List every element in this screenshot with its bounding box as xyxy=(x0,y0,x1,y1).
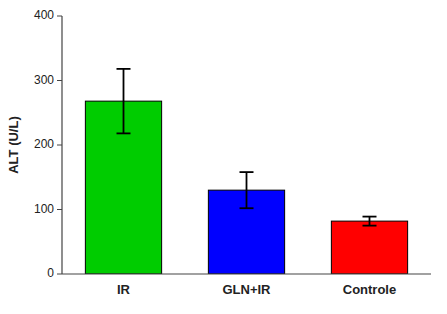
error-line xyxy=(369,217,371,226)
y-tick xyxy=(57,209,62,210)
y-tick-label: 200 xyxy=(34,137,54,151)
bar xyxy=(331,221,407,274)
error-line xyxy=(246,172,248,208)
error-cap xyxy=(117,68,131,70)
y-tick xyxy=(57,16,62,17)
y-tick xyxy=(57,274,62,275)
error-bar xyxy=(117,69,131,134)
y-tick-label: 0 xyxy=(47,266,54,280)
error-cap xyxy=(363,225,377,227)
x-axis-line xyxy=(62,273,431,274)
y-tick xyxy=(57,80,62,81)
error-bar xyxy=(240,172,254,208)
x-tick-label: Controle xyxy=(343,282,396,297)
x-axis: IR GLN+IR Controle xyxy=(117,282,396,297)
y-tick-label: 100 xyxy=(34,202,54,216)
error-line xyxy=(123,69,125,134)
y-tick-label: 300 xyxy=(34,73,54,87)
error-bar xyxy=(363,217,377,226)
error-cap xyxy=(363,216,377,218)
plot-area xyxy=(85,69,407,274)
chart-container: 0 100 200 300 400 IR GLN+IR Controle ALT (U/L) xyxy=(0,0,447,314)
error-cap xyxy=(117,132,131,134)
y-axis-line xyxy=(61,16,62,274)
y-tick-label: 400 xyxy=(34,8,54,22)
error-cap xyxy=(240,171,254,173)
y-tick xyxy=(57,145,62,146)
x-tick-label: IR xyxy=(117,282,131,297)
y-axis: 0 100 200 300 400 xyxy=(34,8,62,280)
x-tick-label: GLN+IR xyxy=(222,282,271,297)
y-axis-label: ALT (U/L) xyxy=(6,116,21,174)
error-cap xyxy=(240,207,254,209)
page: {"chart_data": {"type": "bar", "categori… xyxy=(0,0,447,314)
chart: 0 100 200 300 400 IR GLN+IR Controle ALT (U/L) xyxy=(0,0,447,314)
